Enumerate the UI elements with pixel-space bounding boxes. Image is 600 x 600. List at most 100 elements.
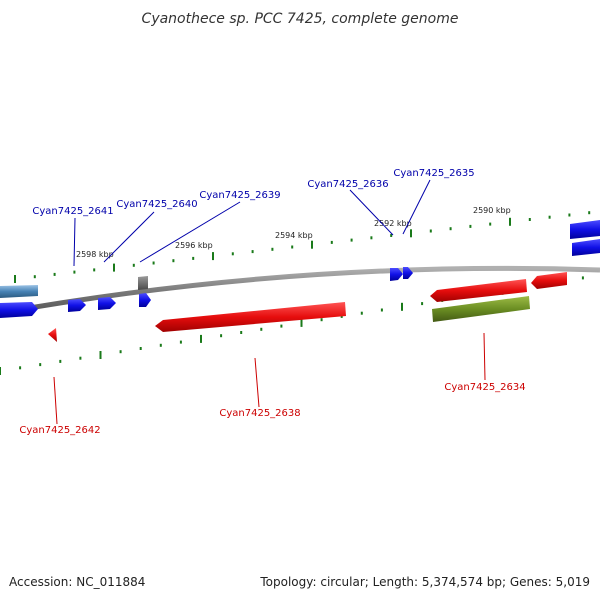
major-tick (212, 252, 214, 261)
minor-tick (429, 229, 432, 233)
forward-strand-genes (0, 220, 600, 318)
gene-label[interactable]: Cyan7425_2638 (219, 408, 300, 419)
tick-label-2594: 2594 kbp (275, 231, 313, 240)
rna-gene[interactable] (432, 296, 530, 322)
gene-label[interactable]: Cyan7425_2642 (19, 425, 100, 436)
gene-label[interactable]: Cyan7425_2634 (444, 382, 525, 393)
gene-label[interactable]: Cyan7425_2636 (307, 179, 388, 190)
accession-text: Accession: NC_011884 (9, 575, 145, 589)
minor-tick (340, 314, 343, 318)
minor-tick (251, 250, 254, 254)
major-tick (200, 334, 202, 343)
leader-line (349, 189, 394, 236)
gene-label[interactable]: Cyan7425_2641 (32, 206, 113, 217)
minor-tick (271, 247, 274, 251)
tick-label-2596: 2596 kbp (175, 241, 213, 250)
minor-tick (469, 224, 472, 228)
forward-gene[interactable] (572, 239, 600, 256)
forward-gene[interactable] (139, 293, 151, 307)
minor-tick (172, 259, 175, 263)
minor-tick (280, 324, 283, 328)
minor-tick (139, 347, 142, 350)
forward-gene[interactable] (0, 285, 38, 298)
major-tick (300, 318, 303, 327)
reverse-gene[interactable] (48, 328, 57, 342)
minor-tick (179, 340, 182, 344)
leader-line (483, 332, 486, 381)
minor-tick (119, 350, 122, 354)
major-tick (113, 263, 115, 272)
minor-tick (360, 311, 363, 315)
major-tick (410, 229, 412, 238)
minor-tick (79, 356, 82, 360)
tick-label-2590: 2590 kbp (473, 206, 511, 215)
minor-tick (581, 276, 584, 280)
forward-gene[interactable] (68, 299, 86, 312)
forward-gene[interactable] (570, 220, 600, 239)
minor-tick (192, 256, 195, 260)
minor-tick (350, 238, 353, 242)
minor-tick (19, 366, 22, 370)
minor-tick (528, 218, 531, 221)
minor-tick (39, 363, 42, 367)
minor-tick (390, 234, 393, 237)
leader-line (402, 179, 431, 235)
forward-gene[interactable] (0, 302, 38, 318)
minor-tick (370, 236, 373, 240)
minor-tick (588, 211, 591, 215)
minor-tick (231, 252, 234, 256)
minor-tick (33, 275, 36, 279)
map-title: Cyanothece sp. PCC 7425, complete genome (142, 11, 459, 27)
minor-tick (73, 270, 76, 274)
gene-label[interactable]: Cyan7425_2639 (199, 190, 280, 201)
minor-tick (489, 222, 492, 226)
genome-backbone (0, 265, 600, 316)
genome-summary-text: Topology: circular; Length: 5,374,574 bp… (259, 575, 590, 589)
minor-tick (53, 272, 56, 276)
reverse-gene[interactable] (531, 272, 567, 289)
minor-tick (449, 227, 452, 231)
minor-tick (291, 245, 294, 249)
label-leader-lines (53, 179, 486, 425)
minor-tick (421, 302, 424, 306)
forward-gene[interactable] (390, 268, 403, 281)
forward-gene-labels: Cyan7425_2641 Cyan7425_2640 Cyan7425_263… (32, 168, 474, 217)
reverse-gene-labels: Cyan7425_2642 Cyan7425_2638 Cyan7425_263… (19, 382, 525, 436)
major-tick (99, 351, 102, 359)
minor-tick (220, 334, 223, 338)
major-tick (509, 217, 511, 226)
major-tick (14, 275, 16, 283)
minor-tick (240, 331, 243, 334)
minor-tick (330, 240, 333, 244)
minor-tick (93, 268, 96, 272)
gene-label[interactable]: Cyan7425_2640 (116, 199, 197, 210)
leader-line (73, 217, 76, 267)
major-tick (401, 302, 403, 311)
reverse-gene[interactable] (430, 279, 527, 302)
forward-gene[interactable] (403, 267, 413, 279)
minor-tick (59, 359, 62, 363)
minor-tick (568, 213, 571, 217)
major-tick (0, 367, 1, 375)
tick-label-2592: 2592 kbp (374, 219, 412, 228)
major-tick (311, 240, 313, 249)
forward-tick-row (14, 211, 591, 283)
minor-tick (152, 261, 155, 265)
pseudo-gene[interactable] (138, 276, 148, 290)
reverse-strand-genes (48, 272, 567, 342)
leader-line (53, 376, 58, 425)
tick-label-2598: 2598 kbp (76, 250, 114, 259)
leader-line (139, 201, 241, 263)
minor-tick (320, 318, 323, 322)
minor-tick (260, 327, 263, 331)
reverse-gene[interactable] (155, 302, 346, 332)
minor-tick (132, 263, 135, 267)
leader-line (254, 357, 260, 408)
minor-tick (159, 343, 162, 347)
gene-label[interactable]: Cyan7425_2635 (393, 168, 474, 179)
leader-line (103, 211, 155, 263)
minor-tick (380, 308, 383, 312)
forward-gene[interactable] (98, 297, 116, 310)
minor-tick (548, 215, 551, 219)
